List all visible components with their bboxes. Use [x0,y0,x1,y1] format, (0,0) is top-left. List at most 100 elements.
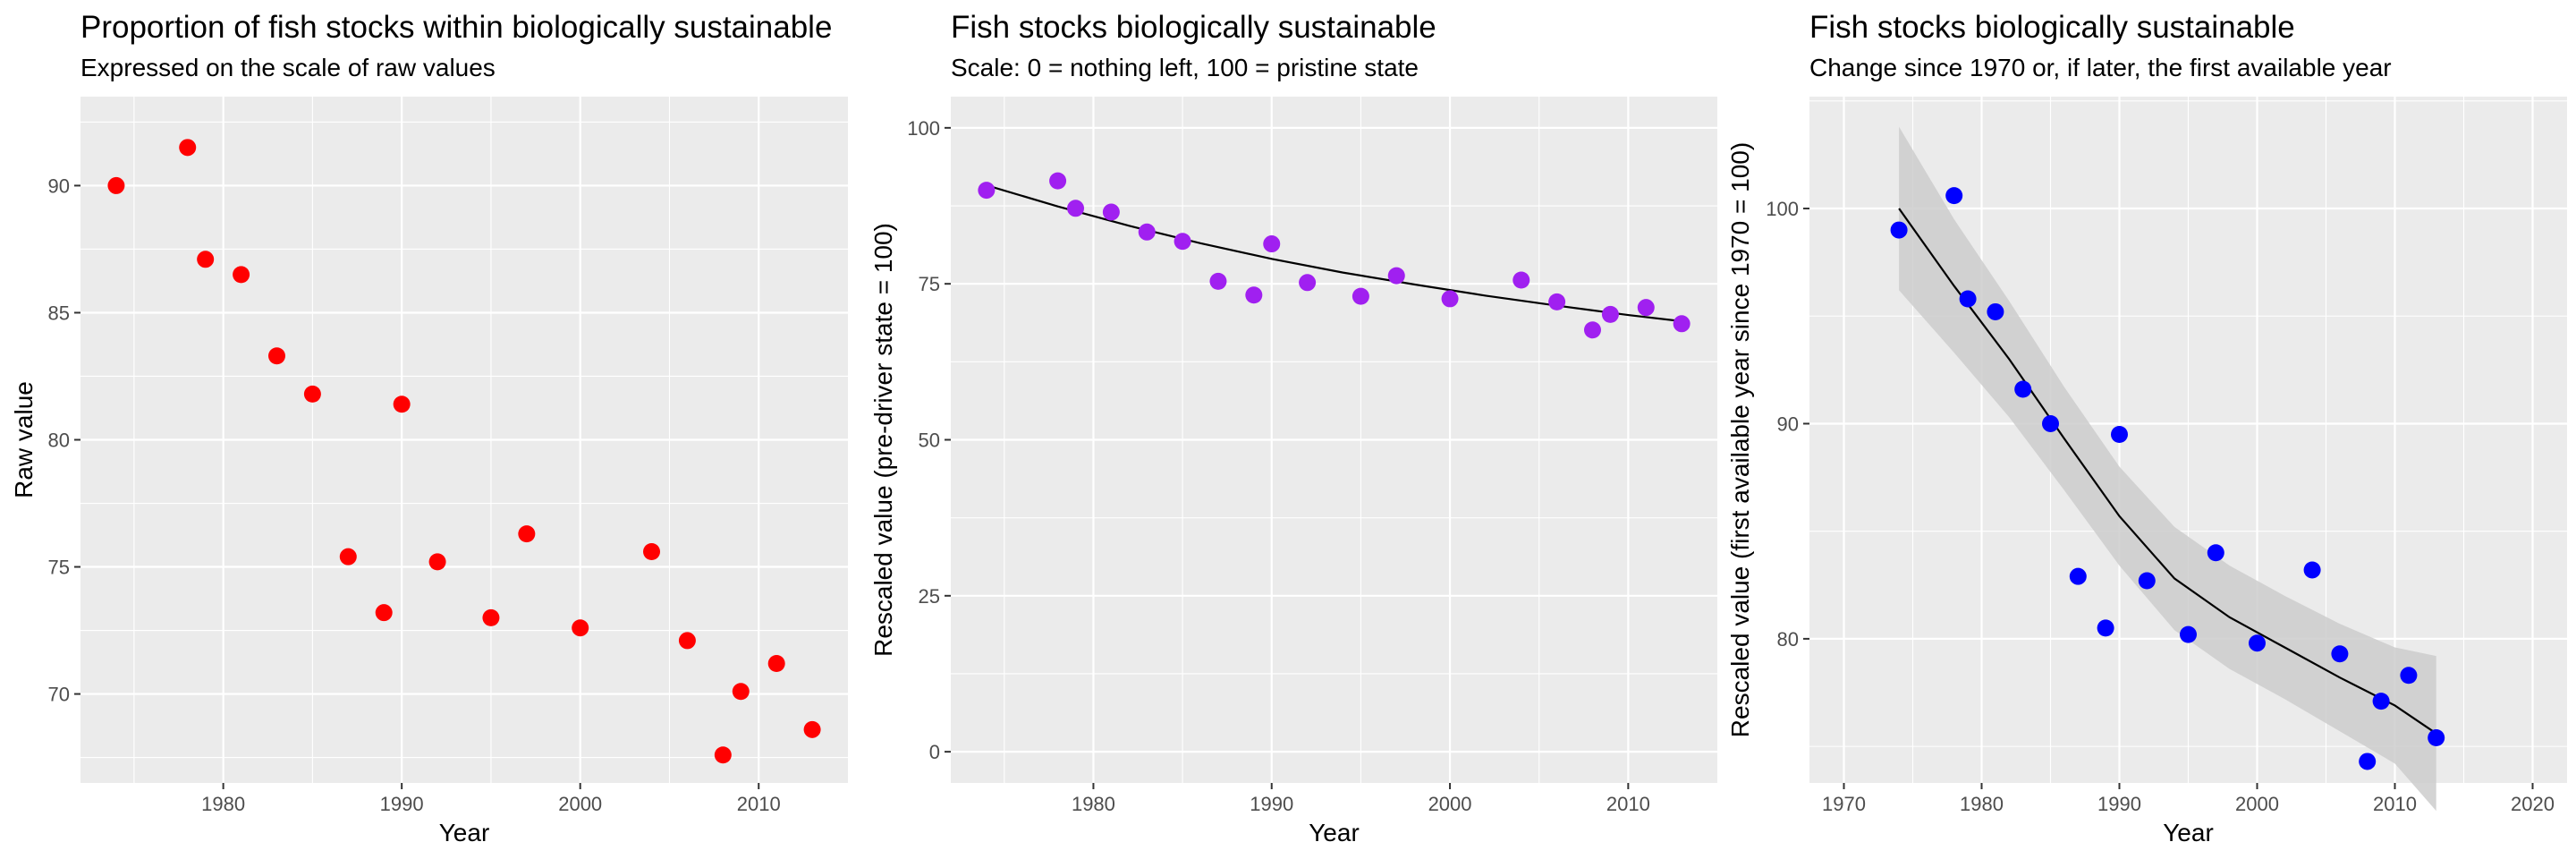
y-axis-title: Rescaled value (pre-driver state = 100) [869,223,897,657]
data-point [1673,315,1690,333]
chart-panel-1: 1980 1990 2000 2010 70 75 80 85 90 Proportion of … [10,10,848,846]
data-point [1548,293,1566,310]
data-point [303,385,321,403]
data-point [1441,290,1459,308]
data-point [1387,267,1405,285]
data-point [2428,729,2445,747]
data-point [107,176,125,194]
data-point [1138,223,1156,241]
data-point [2331,645,2349,663]
data-point [1299,274,1317,292]
x-tick-label: 1990 [2097,793,2141,815]
data-point [1352,287,1369,305]
data-point [482,608,500,626]
y-tick-label: 25 [919,585,940,608]
x-tick-label: 2010 [1606,793,1650,815]
chart-title: Proportion of fish stocks within biologi… [80,10,832,45]
y-axis-title: Rescaled value (first available year sin… [1726,142,1754,737]
x-axis-title: Year [1309,819,1360,846]
data-point [1637,299,1655,317]
data-point [2372,693,2390,710]
y-tick-label: 75 [919,273,940,295]
data-point [2111,425,2128,443]
y-tick-label: 100 [907,117,940,140]
x-axis-title: Year [439,819,490,846]
data-point [2400,667,2418,685]
fit-line [1898,208,2437,735]
data-point [1049,172,1067,190]
chart-title: Fish stocks biologically sustainable [1809,10,2295,45]
y-tick-label: 100 [1766,198,1799,220]
data-point [2303,561,2321,579]
data-point [1209,272,1227,290]
y-tick-label: 90 [1777,412,1799,435]
x-tick-label: 1980 [1072,793,1115,815]
data-point [803,720,821,738]
data-point [2207,544,2224,562]
chart-panel-2: 1980 1990 2000 2010 0 25 50 75 100 Fish stocks bi… [869,10,1717,846]
data-point [767,654,785,672]
y-tick-label: 75 [48,557,70,579]
chart-title: Fish stocks biologically sustainable [951,10,1436,45]
data-point [267,347,285,365]
y-tick-label: 80 [48,430,70,452]
x-tick-label: 2020 [2511,793,2555,815]
chart-subtitle: Expressed on the scale of raw values [80,54,496,81]
x-tick-label: 1990 [380,793,424,815]
data-point [1987,302,2004,320]
data-point [2359,753,2377,770]
data-point [1890,221,1908,239]
data-point [678,632,696,650]
data-point [2014,380,2032,398]
data-point [1174,233,1191,251]
x-tick-label: 2010 [737,793,781,815]
y-axis-title: Raw value [10,381,38,498]
x-tick-label: 1980 [201,793,245,815]
data-point [1245,286,1263,304]
data-point [393,395,411,413]
y-tick-label: 70 [48,684,70,706]
data-point [1513,271,1530,289]
chart-subtitle: Scale: 0 = nothing left, 100 = pristine … [951,54,1419,81]
data-point [2042,414,2059,432]
y-tick-label: 80 [1777,628,1799,651]
data-point [1067,200,1085,217]
data-point [233,266,250,284]
x-tick-label: 1970 [1822,793,1866,815]
x-axis-title: Year [2163,819,2214,846]
x-tick-label: 2000 [1428,793,1472,815]
confidence-ribbon [1899,126,2436,812]
data-point [179,139,197,157]
data-point [1263,235,1281,253]
data-point [1583,321,1601,339]
data-point [197,251,215,268]
y-tick-label: 85 [48,302,70,324]
chart-subtitle: Change since 1970 or, if later, the firs… [1809,54,2392,81]
data-point [572,619,589,637]
x-tick-label: 2010 [2373,793,2417,815]
data-point [339,548,357,566]
data-point [1959,290,1977,308]
data-point [643,542,661,560]
data-point [2138,572,2156,590]
data-point [714,746,732,764]
data-point [518,525,536,543]
y-tick-label: 50 [919,430,940,452]
x-tick-label: 1990 [1250,793,1293,815]
chart-panel-3: 1970 1980 1990 2000 2010 2020 80 90 100 Fish stoc… [1726,10,2567,846]
data-point [2180,625,2197,643]
data-point [2249,634,2266,652]
data-point [1102,203,1120,221]
data-point [978,182,996,200]
y-tick-label: 0 [929,741,940,763]
data-point [375,604,393,622]
x-tick-label: 2000 [558,793,602,815]
data-point [1601,305,1619,323]
x-tick-label: 2000 [2235,793,2279,815]
data-point [2069,567,2087,585]
data-point [428,553,446,571]
data-point [732,683,750,701]
x-tick-label: 1980 [1960,793,2004,815]
y-tick-label: 90 [48,174,70,197]
